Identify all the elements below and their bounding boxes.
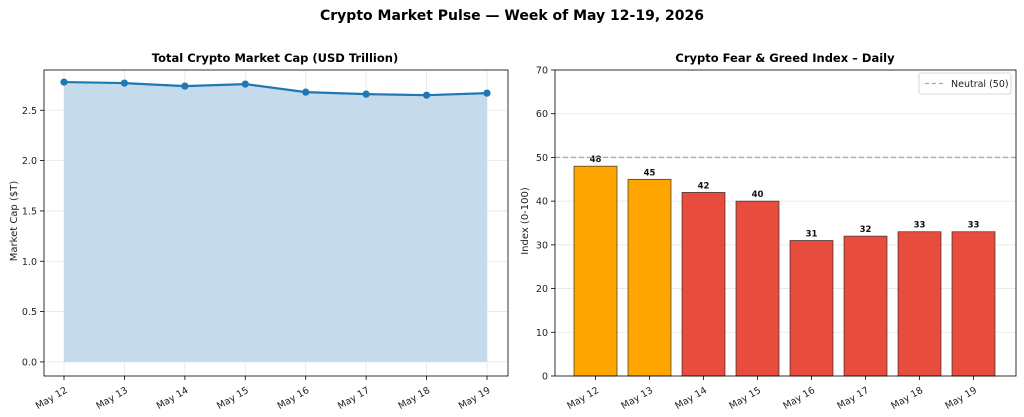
fear-greed-y-tick-label: 10	[536, 328, 548, 339]
market-cap-y-tick-label: 0.5	[22, 307, 37, 318]
market-cap-y-tick-label: 1.0	[22, 257, 37, 268]
fear-greed-bar-label: 33	[914, 221, 926, 231]
market-cap-point	[181, 82, 189, 90]
fear-greed-bar	[843, 235, 888, 377]
fear-greed-bar-label: 31	[806, 229, 818, 239]
fear-greed-bar	[789, 240, 834, 377]
fear-greed-y-tick-label: 40	[536, 197, 548, 208]
fear-greed-x-tick-label: May 16	[781, 385, 817, 412]
fear-greed-x-tick-label: May 15	[727, 385, 763, 412]
market-cap-y-ticks: 0.0 0.5 1.0 1.5 2.0 2.5	[22, 106, 44, 368]
fear-greed-x-tick-label: May 17	[835, 385, 871, 412]
fear-greed-plot-frame	[554, 69, 1017, 377]
fear-greed-grid	[555, 69, 1016, 377]
fear-greed-x-ticks: May 12 May 13 May 14 May 15 May 16 May 17 May …	[565, 376, 979, 412]
fear-greed-legend: Neutral (50)	[918, 72, 1012, 95]
fear-greed-bar	[681, 192, 726, 377]
market-cap-plot-frame	[43, 69, 509, 377]
fear-greed-bar-label: 40	[752, 190, 764, 200]
legend-neutral-label: Neutral (50)	[951, 79, 1009, 90]
market-cap-point	[241, 80, 249, 88]
fear-greed-y-tick-label: 60	[536, 109, 548, 120]
market-cap-x-tick-label: May 15	[215, 385, 251, 412]
market-cap-x-tick-label: May 19	[457, 385, 493, 412]
market-cap-area-fill	[64, 82, 487, 362]
fear-greed-chart: Crypto Fear & Greed Index – Daily Index …	[520, 51, 1017, 412]
market-cap-x-tick-label: May 18	[396, 385, 432, 412]
market-cap-x-tick-label: May 16	[276, 385, 312, 412]
market-cap-y-tick-label: 2.0	[22, 156, 37, 167]
fear-greed-y-axis-label: Index (0-100)	[520, 187, 531, 255]
fear-greed-bar-label: 33	[968, 221, 980, 231]
market-cap-point	[362, 90, 370, 98]
market-cap-point	[120, 79, 129, 87]
market-cap-point	[302, 88, 310, 96]
fear-greed-bar-label: 42	[698, 181, 710, 191]
fear-greed-bar-label: 48	[590, 155, 602, 165]
fear-greed-y-tick-label: 50	[536, 153, 548, 164]
market-cap-chart-title: Total Crypto Market Cap (USD Trillion)	[152, 51, 398, 65]
fear-greed-x-tick-label: May 18	[889, 385, 925, 412]
market-cap-point	[60, 78, 68, 86]
market-cap-x-tick-label: May 12	[34, 385, 70, 412]
fear-greed-chart-title: Crypto Fear & Greed Index – Daily	[675, 51, 895, 65]
fear-greed-bars: 48 45 42 40 31 32 33 33	[573, 155, 996, 377]
fear-greed-x-tick-label: May 14	[673, 385, 709, 412]
fear-greed-bar-label: 32	[860, 225, 872, 235]
market-cap-y-tick-label: 2.5	[22, 106, 37, 117]
fear-greed-bar	[897, 231, 942, 377]
market-cap-chart: Total Crypto Market Cap (USD Trillion) M…	[9, 51, 509, 412]
fear-greed-bar	[735, 200, 780, 377]
market-cap-point	[483, 89, 491, 97]
market-cap-y-tick-label: 0.0	[22, 357, 37, 368]
market-cap-line	[63, 80, 488, 97]
fear-greed-x-tick-label: May 12	[565, 385, 601, 412]
market-cap-y-axis-label: Market Cap ($T)	[9, 181, 20, 262]
fear-greed-y-tick-label: 20	[536, 284, 548, 295]
fear-greed-bar	[951, 231, 996, 377]
fear-greed-bar	[627, 178, 672, 377]
fear-greed-bar-label: 45	[644, 168, 656, 178]
figure-title: Crypto Market Pulse — Week of May 12-19,…	[320, 8, 704, 24]
legend-box	[918, 72, 1012, 95]
market-cap-x-tick-label: May 14	[155, 385, 191, 412]
fear-greed-y-tick-label: 0	[542, 372, 548, 383]
market-cap-y-tick-label: 1.5	[22, 206, 37, 217]
fear-greed-y-ticks: 0 10 20 30 40 50 60 70	[536, 66, 555, 383]
fear-greed-bar	[573, 165, 618, 377]
market-cap-x-tick-label: May 17	[336, 385, 372, 412]
fear-greed-x-tick-label: May 19	[943, 385, 979, 412]
fear-greed-y-tick-label: 70	[536, 66, 548, 77]
fear-greed-y-tick-label: 30	[536, 240, 548, 251]
market-cap-x-ticks: May 12 May 13 May 14 May 15 May 16 May 17 May …	[34, 376, 493, 412]
market-cap-x-tick-label: May 13	[94, 385, 130, 412]
fear-greed-x-tick-label: May 13	[619, 385, 655, 412]
market-cap-area-layer	[60, 78, 491, 362]
market-cap-point	[422, 91, 431, 99]
